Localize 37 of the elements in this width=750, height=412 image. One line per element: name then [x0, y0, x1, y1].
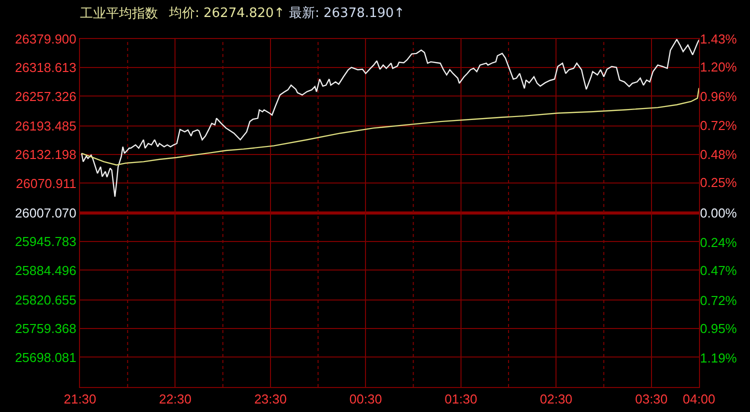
y-tick-label: 25759.368 — [14, 321, 76, 336]
y-tick-label: 25698.081 — [14, 350, 76, 365]
y-tick-label: 25945.783 — [14, 234, 76, 250]
line-series — [80, 87, 699, 166]
line-series — [80, 39, 699, 198]
y-tick-label: 25884.496 — [14, 262, 76, 278]
y2-tick-label: 0.24% — [700, 234, 738, 250]
y2-tick-label: 0.48% — [700, 147, 738, 162]
text: 最新: 26378.190↑ — [289, 6, 405, 21]
x-tick-label: 03:30 — [635, 392, 668, 407]
x-tick-label: 04:00 — [682, 392, 716, 407]
y2-tick-label: 1.20% — [700, 60, 738, 75]
y-tick-label: 26070.911 — [16, 176, 76, 191]
y2-tick-label: 0.96% — [700, 88, 738, 104]
y-tick-label: 26318.613 — [14, 60, 76, 76]
y2-tick-label: 0.72% — [700, 118, 738, 133]
y2-tick-label: 1.43% — [700, 32, 738, 47]
x-tick-label: 02:30 — [540, 392, 572, 407]
y2-tick-label: 0.47% — [700, 262, 738, 278]
x-tick-label: 21:30 — [64, 392, 96, 407]
y-tick-label: 26257.326 — [14, 88, 76, 104]
text: 均价: 26274.820↑ — [168, 6, 285, 21]
y2-tick-label: 0.25% — [700, 175, 738, 190]
x-tick-label: 23:30 — [254, 392, 287, 407]
y-tick-label: 26007.070 — [14, 206, 76, 221]
y-tick-label: 25820.655 — [14, 292, 76, 308]
y-tick-label: 26193.485 — [14, 118, 76, 134]
y-tick-label: 26132.198 — [14, 147, 76, 162]
y2-tick-label: 1.19% — [700, 350, 738, 366]
y-tick-label: 26379.900 — [14, 32, 76, 47]
y2-tick-label: 0.00% — [700, 206, 738, 221]
x-tick-label: 01:30 — [444, 392, 478, 407]
x-tick-label: 22:30 — [158, 392, 192, 407]
chart-title: 工业平均指数 — [80, 6, 158, 22]
y2-tick-label: 0.72% — [700, 293, 738, 308]
y2-tick-label: 0.95% — [700, 321, 738, 336]
x-tick-label: 00:30 — [349, 392, 382, 407]
